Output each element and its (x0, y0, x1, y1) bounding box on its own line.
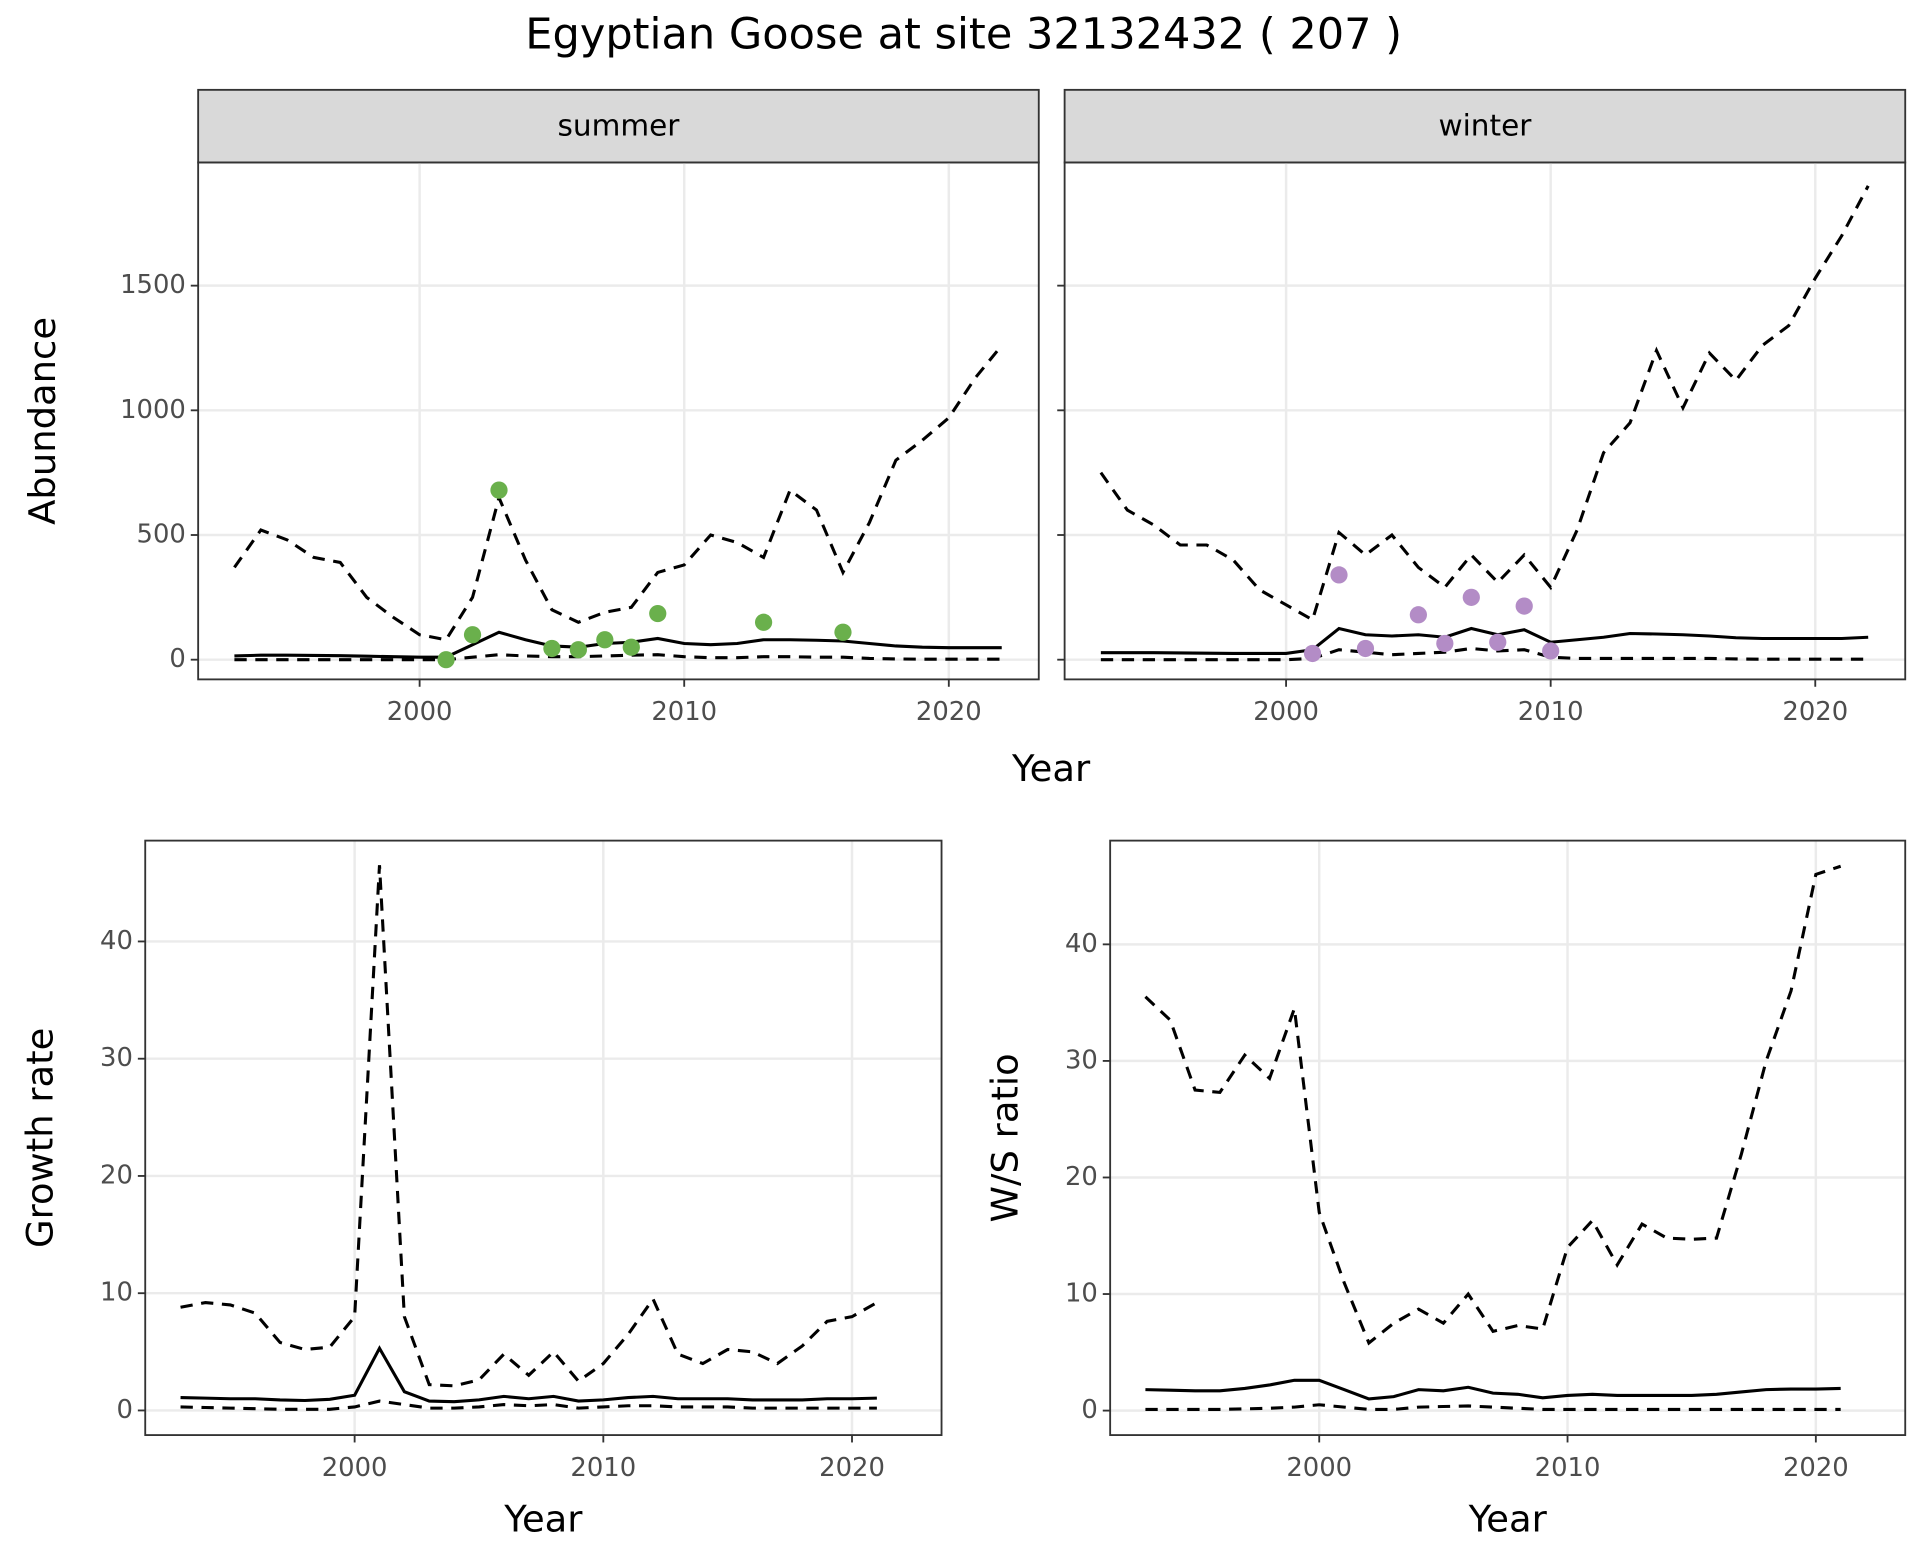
observation-point (1409, 606, 1427, 624)
series-line (234, 653, 1002, 662)
y-tick-label: 0 (169, 644, 185, 674)
panel-border (1109, 839, 1907, 1436)
series-line (180, 865, 878, 1388)
observation-point (1542, 642, 1560, 660)
facet-label: summer (558, 108, 681, 142)
y-tick-label: 20 (100, 1160, 133, 1190)
observation-point (1515, 597, 1533, 615)
observation-point (569, 641, 587, 659)
observation-point (649, 604, 667, 623)
panel-background (145, 840, 942, 1436)
observation-point (1303, 644, 1322, 663)
observation-point (463, 626, 482, 644)
series-line (1099, 185, 1870, 623)
observation-point (596, 631, 614, 649)
x-axis-label: Year (1011, 747, 1091, 790)
x-tick-label: 2010 (1535, 1453, 1601, 1483)
facet-strip (197, 88, 1040, 164)
observation-point (1356, 639, 1375, 658)
series-line (234, 630, 1002, 659)
x-tick-label: 2020 (1782, 697, 1848, 727)
x-tick-label: 2010 (1518, 697, 1584, 727)
x-axis-label: Year (503, 1498, 583, 1541)
y-tick-label: 0 (116, 1395, 132, 1425)
y-tick-label: 1500 (120, 270, 186, 300)
y-tick-label: 10 (100, 1278, 133, 1308)
x-tick-label: 2020 (916, 697, 982, 727)
observation-point (543, 639, 561, 658)
y-tick-label: 0 (1081, 1395, 1097, 1425)
observation-point (834, 623, 852, 641)
series-line (233, 344, 1003, 642)
x-tick-label: 2000 (387, 697, 453, 727)
y-axis-label: Growth rate (18, 1028, 61, 1248)
observation-point (754, 613, 773, 631)
series-line (1145, 1403, 1841, 1411)
series-line (180, 1399, 877, 1411)
y-tick-label: 40 (100, 926, 133, 956)
y-tick-label: 30 (100, 1043, 133, 1073)
observation-point (622, 638, 640, 656)
panel-background (1110, 840, 1906, 1436)
y-tick-label: 1000 (120, 395, 186, 425)
series-line (1145, 1378, 1841, 1401)
observation-point (1462, 588, 1480, 606)
y-axis-label: W/S ratio (983, 1053, 1026, 1222)
series-line (1144, 864, 1842, 1346)
panel-background (1064, 162, 1906, 680)
observation-point (1489, 633, 1507, 651)
x-axis-label: Year (1468, 1498, 1548, 1541)
x-tick-label: 2020 (1783, 1453, 1849, 1483)
y-tick-label: 30 (1065, 1045, 1098, 1075)
y-axis-label: Abundance (21, 317, 64, 525)
panel-border (144, 839, 943, 1436)
y-tick-label: 500 (137, 520, 186, 550)
x-tick-label: 2000 (322, 1453, 388, 1483)
y-tick-label: 40 (1065, 929, 1098, 959)
series-line (180, 1345, 877, 1404)
observation-point (1330, 566, 1348, 584)
panel-border (1063, 161, 1907, 681)
observation-point (490, 481, 508, 499)
figure-title: Egyptian Goose at site 32132432 ( 207 ) (525, 9, 1402, 59)
y-tick-label: 20 (1065, 1162, 1098, 1192)
series-line (1100, 626, 1869, 655)
observation-point (1436, 634, 1454, 653)
observation-point (437, 651, 455, 669)
x-tick-label: 2010 (651, 697, 717, 727)
x-tick-label: 2000 (1253, 697, 1319, 727)
y-tick-label: 10 (1065, 1279, 1098, 1309)
facet-strip (1063, 88, 1907, 164)
panel-background (198, 162, 1039, 680)
x-tick-label: 2020 (819, 1453, 885, 1483)
x-tick-label: 2000 (1286, 1453, 1352, 1483)
series-line (1100, 646, 1869, 662)
facet-label: winter (1438, 108, 1532, 142)
x-tick-label: 2010 (570, 1453, 636, 1483)
panel-border (197, 161, 1040, 681)
